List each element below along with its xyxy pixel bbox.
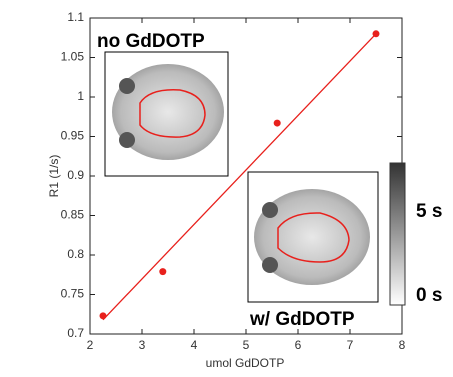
inset-with [248, 172, 378, 302]
y-tick-label: 1 [77, 89, 84, 103]
colorbar-label: 5 s [416, 201, 442, 222]
point [159, 268, 166, 275]
y-tick-label: 0.95 [61, 129, 85, 143]
point [373, 30, 380, 37]
x-tick-label: 8 [399, 338, 406, 352]
y-tick-label: 1.05 [61, 50, 85, 64]
y-axis-label: R1 (1/s) [47, 155, 61, 198]
x-tick-label: 4 [191, 338, 198, 352]
x-tick-label: 6 [295, 338, 302, 352]
colorbar-label: 0 s [416, 285, 442, 306]
x-axis-label: umol GdDOTP [206, 356, 285, 370]
point [274, 120, 281, 127]
colorbar [390, 163, 405, 305]
y-tick-label: 0.85 [61, 208, 85, 222]
annotation: w/ GdDOTP [249, 309, 355, 330]
x-tick-label: 3 [139, 338, 146, 352]
annotation: no GdDOTP [97, 31, 205, 52]
y-tick-label: 0.8 [67, 247, 84, 261]
x-tick-label: 5 [243, 338, 250, 352]
x-tick-label: 2 [87, 338, 94, 352]
y-tick-label: 0.9 [67, 168, 84, 182]
point [100, 312, 107, 319]
inset-no [105, 52, 228, 176]
y-tick-label: 0.75 [61, 287, 85, 301]
y-tick-label: 0.7 [67, 326, 84, 340]
x-tick-label: 7 [347, 338, 354, 352]
chart: umol GdDOTP R1 (1/s) 2 3 4 5 6 7 8 0.7 0.75 0.8 0.… [0, 0, 453, 377]
y-tick-label: 1.1 [67, 10, 84, 24]
